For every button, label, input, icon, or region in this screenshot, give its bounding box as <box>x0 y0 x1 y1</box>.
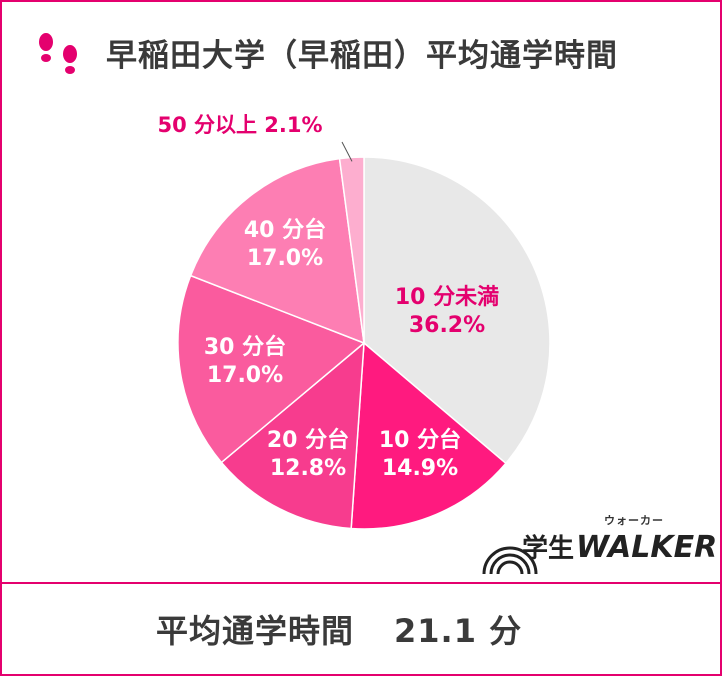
logo-arc-icon <box>482 546 538 575</box>
footer-value: 21.1 分 <box>394 612 523 650</box>
leader-line <box>341 141 353 162</box>
pie-slice <box>338 156 365 344</box>
slice-value-label: 17.0% <box>207 363 283 388</box>
divider <box>2 582 720 584</box>
slice-label: 10 分台 <box>379 427 461 453</box>
slice-value-label: 12.8% <box>270 456 346 481</box>
slice-label: 40 分台 <box>244 217 326 243</box>
slice-value-label: 36.2% <box>409 313 485 338</box>
chart-title: 早稲田大学（早稲田）平均通学時間 <box>106 38 618 74</box>
header: 早稲田大学（早稲田）平均通学時間 <box>2 2 720 102</box>
pie-slice <box>363 156 551 465</box>
pie-slice <box>220 341 365 530</box>
slice-label: 50 分以上 2.1% <box>157 113 322 137</box>
footer: 平均通学時間 21.1 分 <box>2 584 720 674</box>
slice-label: 10 分未満 <box>395 284 499 310</box>
logo-word: WALKER <box>576 530 718 565</box>
pie-slice <box>350 341 507 530</box>
slice-value-label: 14.9% <box>382 456 458 481</box>
footer-summary: 平均通学時間 21.1 分 <box>156 606 522 652</box>
pie-slice <box>189 157 365 345</box>
pie-chart: 10 分未満 36.2% 10 分台 14.9% 20 分台 12.8% 30 分台 17.0… <box>157 113 551 530</box>
slice-value-label: 17.0% <box>247 246 323 271</box>
footprints-icon <box>39 33 77 74</box>
gakusei-walker-logo: ウォーカー 学生WALKER <box>478 512 717 576</box>
pie-slice <box>177 274 366 464</box>
footer-label: 平均通学時間 <box>156 612 355 650</box>
slice-label: 30 分台 <box>204 334 286 360</box>
slice-label: 20 分台 <box>267 427 349 453</box>
logo-kanji: 学生 <box>522 534 575 564</box>
logo-kana: ウォーカー <box>604 514 664 527</box>
logo-text: 学生WALKER <box>522 528 717 565</box>
